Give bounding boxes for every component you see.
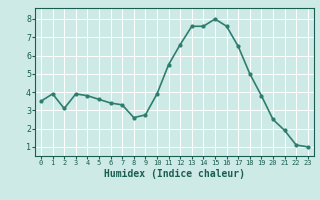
X-axis label: Humidex (Indice chaleur): Humidex (Indice chaleur)	[104, 169, 245, 179]
